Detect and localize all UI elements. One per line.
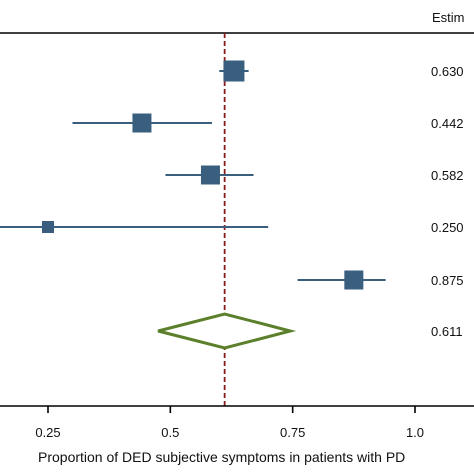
x-tick-label: 1.0 (406, 425, 424, 440)
x-tick-label: 0.25 (35, 425, 60, 440)
plot-marks: 0.630 0.442 0.582 0.250 0.875 0.611 (0, 33, 464, 406)
study-estimate-square (132, 113, 152, 133)
pooled-estimate-label: 0.611 (431, 324, 463, 339)
study-estimate-label: 0.630 (431, 64, 464, 79)
study-estimate-square (200, 165, 220, 185)
study-estimate-label: 0.582 (431, 168, 464, 183)
study-estimate-label: 0.875 (431, 273, 464, 288)
pooled-estimate-diamond (157, 312, 297, 350)
x-axis-title: Proportion of DED subjective symptoms in… (38, 449, 405, 465)
study-estimate-square (42, 221, 54, 233)
study-estimate-label: 0.442 (431, 116, 464, 131)
x-tick-label: 0.75 (280, 425, 305, 440)
x-tick-label: 0.5 (161, 425, 179, 440)
estimate-column-header: Estim (432, 10, 465, 25)
x-axis-ticks: 0.25 0.5 0.75 1.0 (35, 406, 424, 440)
study-estimate-square (223, 60, 245, 82)
study-estimate-label: 0.250 (431, 220, 464, 235)
study-estimate-square (344, 270, 364, 290)
